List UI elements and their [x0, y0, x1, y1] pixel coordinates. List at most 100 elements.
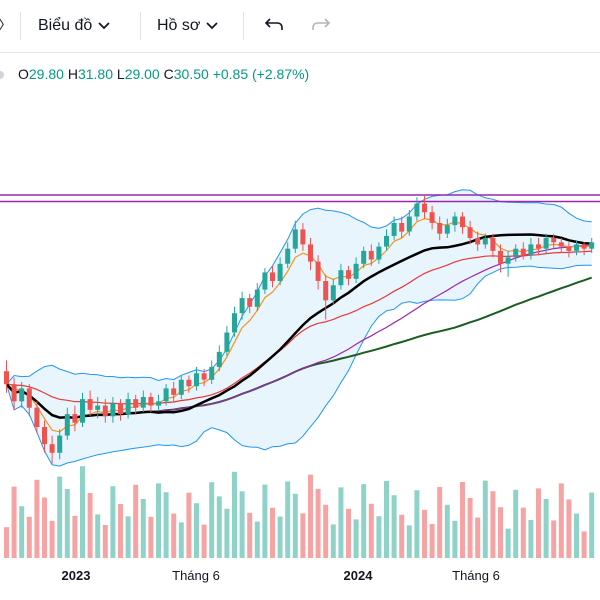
volume-bar	[581, 531, 587, 558]
candle-body	[11, 384, 17, 402]
candle	[520, 242, 526, 260]
volume-bar	[566, 499, 572, 558]
volume-bar	[528, 520, 534, 558]
candle	[444, 218, 450, 238]
candle-body	[513, 248, 519, 258]
candle-body	[285, 248, 291, 264]
volume-bar	[64, 489, 70, 558]
candle	[201, 369, 207, 387]
candle-body	[475, 238, 481, 245]
volume-bar	[589, 492, 595, 558]
candle-body	[566, 246, 572, 251]
candle	[163, 384, 169, 406]
candle-body	[558, 242, 564, 247]
profile-menu-button[interactable]: Hồ sơ	[157, 14, 219, 38]
candle	[422, 195, 427, 219]
candle	[57, 429, 63, 460]
candle-body	[118, 403, 123, 415]
candle	[346, 265, 351, 286]
candle	[528, 238, 534, 260]
volume-bar	[270, 507, 275, 558]
candle	[110, 397, 116, 423]
toolbar-cut-off-icon[interactable]: ◊	[0, 14, 4, 38]
candle	[277, 257, 283, 286]
volume-bar	[399, 514, 405, 558]
volume-bar	[224, 508, 230, 558]
candle-body	[34, 407, 40, 427]
candle-body	[194, 373, 199, 387]
candle-body	[391, 223, 397, 236]
candle-body	[482, 238, 488, 245]
volume-bar	[444, 504, 450, 558]
volume-bar	[513, 489, 519, 558]
candle-body	[536, 244, 541, 249]
volume-bars	[4, 466, 595, 558]
volume-bar	[209, 482, 215, 558]
volume-bar	[467, 498, 473, 558]
close-value: 30.50	[173, 66, 209, 82]
candle-body	[406, 216, 412, 232]
volume-bar	[437, 487, 443, 558]
candle	[589, 238, 595, 253]
price-chart[interactable]: 2023 Tháng 6 2024 Tháng 6	[0, 90, 600, 590]
candle-body	[315, 261, 321, 281]
volume-bar	[520, 507, 526, 558]
candle	[391, 216, 397, 241]
volume-bar	[414, 490, 420, 558]
candle	[19, 381, 25, 408]
high-value: 31.80	[77, 66, 113, 82]
candle-body	[498, 250, 503, 264]
undo-button[interactable]	[264, 14, 284, 38]
candle	[376, 242, 382, 264]
volume-bar	[110, 486, 116, 558]
volume-bar	[384, 481, 389, 558]
candle-body	[338, 270, 344, 286]
candle	[338, 263, 344, 290]
candle-body	[57, 435, 63, 453]
candle	[558, 238, 564, 253]
candle	[156, 394, 161, 410]
undo-icon	[264, 18, 283, 30]
volume-bar	[140, 499, 146, 558]
volume-bar	[72, 515, 78, 558]
volume-bar	[239, 491, 245, 558]
candle	[551, 233, 557, 249]
candle	[239, 291, 245, 320]
candle	[308, 238, 313, 271]
candle	[414, 197, 420, 221]
close-label: C	[163, 66, 174, 82]
candle	[11, 377, 17, 410]
candle-body	[262, 272, 268, 290]
candle-body	[72, 414, 78, 423]
candle-body	[186, 379, 192, 387]
x-tick-label: Tháng 6	[452, 568, 500, 583]
candle	[482, 233, 488, 249]
chart-menu-label: Biểu đồ	[38, 17, 93, 34]
candle	[399, 216, 405, 238]
volume-bar	[574, 513, 579, 558]
candle	[95, 397, 101, 419]
volume-bar	[391, 495, 397, 558]
open-value: 29.80	[28, 66, 64, 82]
volume-bar	[194, 503, 199, 558]
candle-body	[209, 366, 215, 380]
candle-body	[216, 351, 222, 367]
candle-body	[543, 238, 549, 249]
open-label: O	[18, 66, 29, 82]
volume-bar	[361, 484, 367, 558]
chevron-down-icon	[98, 22, 110, 30]
candle-body	[589, 242, 595, 249]
candle	[437, 216, 443, 241]
volume-bar	[346, 508, 351, 558]
volume-bar	[330, 524, 336, 558]
candle-body	[467, 227, 473, 238]
redo-button[interactable]	[311, 14, 331, 38]
candle	[118, 399, 123, 421]
volume-bar	[277, 516, 283, 558]
chart-menu-button[interactable]: Biểu đồ	[38, 14, 110, 38]
resistance-lines	[0, 194, 600, 203]
candle-body	[163, 388, 169, 402]
candle	[102, 399, 108, 423]
candle-body	[239, 298, 245, 314]
high-label: H	[67, 66, 78, 82]
